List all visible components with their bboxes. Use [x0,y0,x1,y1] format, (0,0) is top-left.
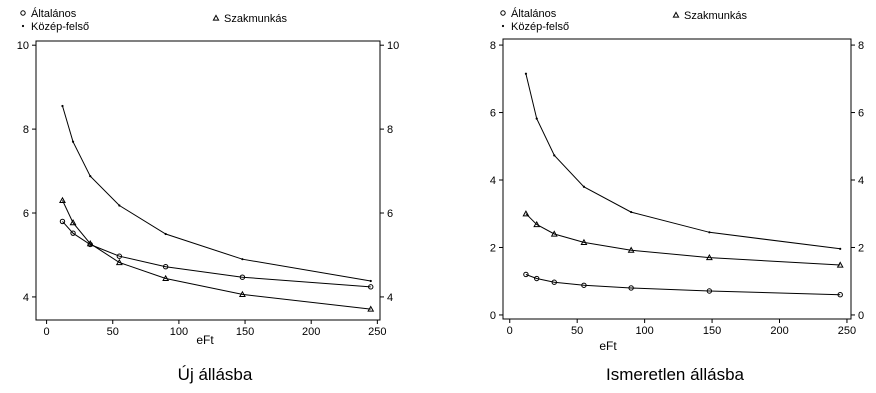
legend-label: Általános [511,7,557,20]
y-tick-label-left: 4 [490,175,496,187]
series-line-2 [62,105,371,282]
x-tick-label: 200 [770,325,788,337]
plot-frame [502,38,852,320]
y-tick-label-left: 8 [490,40,496,52]
legend-label: Szakmunkás [224,13,287,25]
data-point [706,288,713,294]
chart-panel-1: 4 46 68 810 100 50 100 150 200 250eFtÁltalánosKöz… [17,7,400,384]
y-tick-label-left: 10 [17,40,29,52]
x-axis-label: eFt [599,339,617,353]
data-point [524,72,528,75]
x-tick-label: 50 [107,326,119,338]
y-tick-label-left: 0 [490,310,496,322]
y-tick-label-left: 4 [23,292,29,304]
legend-marker [501,24,505,28]
y-tick-label-right: 0 [858,310,864,322]
data-point [369,279,372,283]
data-point [705,253,713,261]
data-point [162,264,169,270]
data-point [535,117,538,120]
y-tick-label-left: 6 [490,108,496,120]
y-tick-label-right: 2 [858,242,864,254]
series-line-1 [62,221,371,288]
data-point [59,218,66,225]
x-tick-label: 250 [368,326,386,338]
legend-label: Szakmunkás [684,10,747,22]
data-point [368,284,374,290]
data-point [61,104,64,108]
y-tick-label-right: 6 [387,208,393,220]
data-point [580,238,588,246]
data-point [550,230,558,237]
data-point [115,258,123,266]
y-tick-label-left: 6 [23,208,29,220]
data-point [582,185,586,188]
data-point [89,174,92,178]
data-point [367,305,375,312]
chart-panel-2: 0 02 24 46 68 80 50 100 150 200 250eFtÁltalánosKöz… [490,7,864,384]
data-point [708,231,711,234]
data-point [628,285,634,291]
data-point [59,196,66,204]
series-line-1 [525,274,841,296]
x-tick-label: 200 [302,326,320,338]
data-point [116,253,123,259]
x-tick-label: 100 [170,326,188,338]
series-line-3 [525,213,841,266]
x-tick-label: 50 [571,325,583,337]
data-point [836,261,844,268]
x-tick-label: 250 [838,325,856,337]
chart-title: Ismeretlen állásba [606,365,745,384]
x-axis-label: eFt [196,333,214,347]
data-point [70,230,76,236]
data-point [118,204,121,207]
x-tick-label: 150 [703,325,721,337]
legend-marker [672,11,680,18]
series-line-2 [525,73,841,250]
data-point [164,232,167,236]
y-tick-label-right: 8 [858,40,864,52]
x-tick-label: 0 [44,326,50,338]
data-point [241,258,244,261]
legend-marker [212,14,220,21]
x-tick-label: 150 [236,326,254,338]
data-point [86,240,94,247]
data-point [839,247,842,250]
chart-title: Új állásba [178,365,253,384]
legend-marker [20,10,26,16]
plot-frame [35,40,381,321]
data-point [533,220,541,228]
legend-label: Közép-felső [511,21,569,33]
legend-marker [500,10,506,16]
x-tick-label: 100 [635,325,653,337]
data-point [553,154,556,157]
y-tick-label-right: 8 [387,124,393,136]
legend-label: Általános [31,7,77,20]
y-tick-label-right: 4 [387,292,393,304]
y-tick-label-left: 2 [490,242,496,254]
data-point [581,282,587,288]
data-point [71,140,75,143]
y-tick-label-right: 4 [858,175,864,187]
y-tick-label-right: 6 [858,108,864,120]
legend-marker [21,24,25,28]
series-line-3 [62,200,371,310]
data-point [69,219,77,226]
data-point [523,271,529,278]
data-point [627,246,635,253]
legend-label: Közép-felső [31,21,89,33]
data-point [522,210,530,217]
y-tick-label-right: 10 [387,40,399,52]
data-point [534,275,540,282]
data-point [551,279,557,285]
data-point [238,290,246,297]
y-tick-label-left: 8 [23,124,29,136]
data-point [162,274,170,282]
x-tick-label: 0 [507,325,513,337]
data-point [630,210,633,214]
data-point [837,292,843,298]
data-point [239,274,246,280]
